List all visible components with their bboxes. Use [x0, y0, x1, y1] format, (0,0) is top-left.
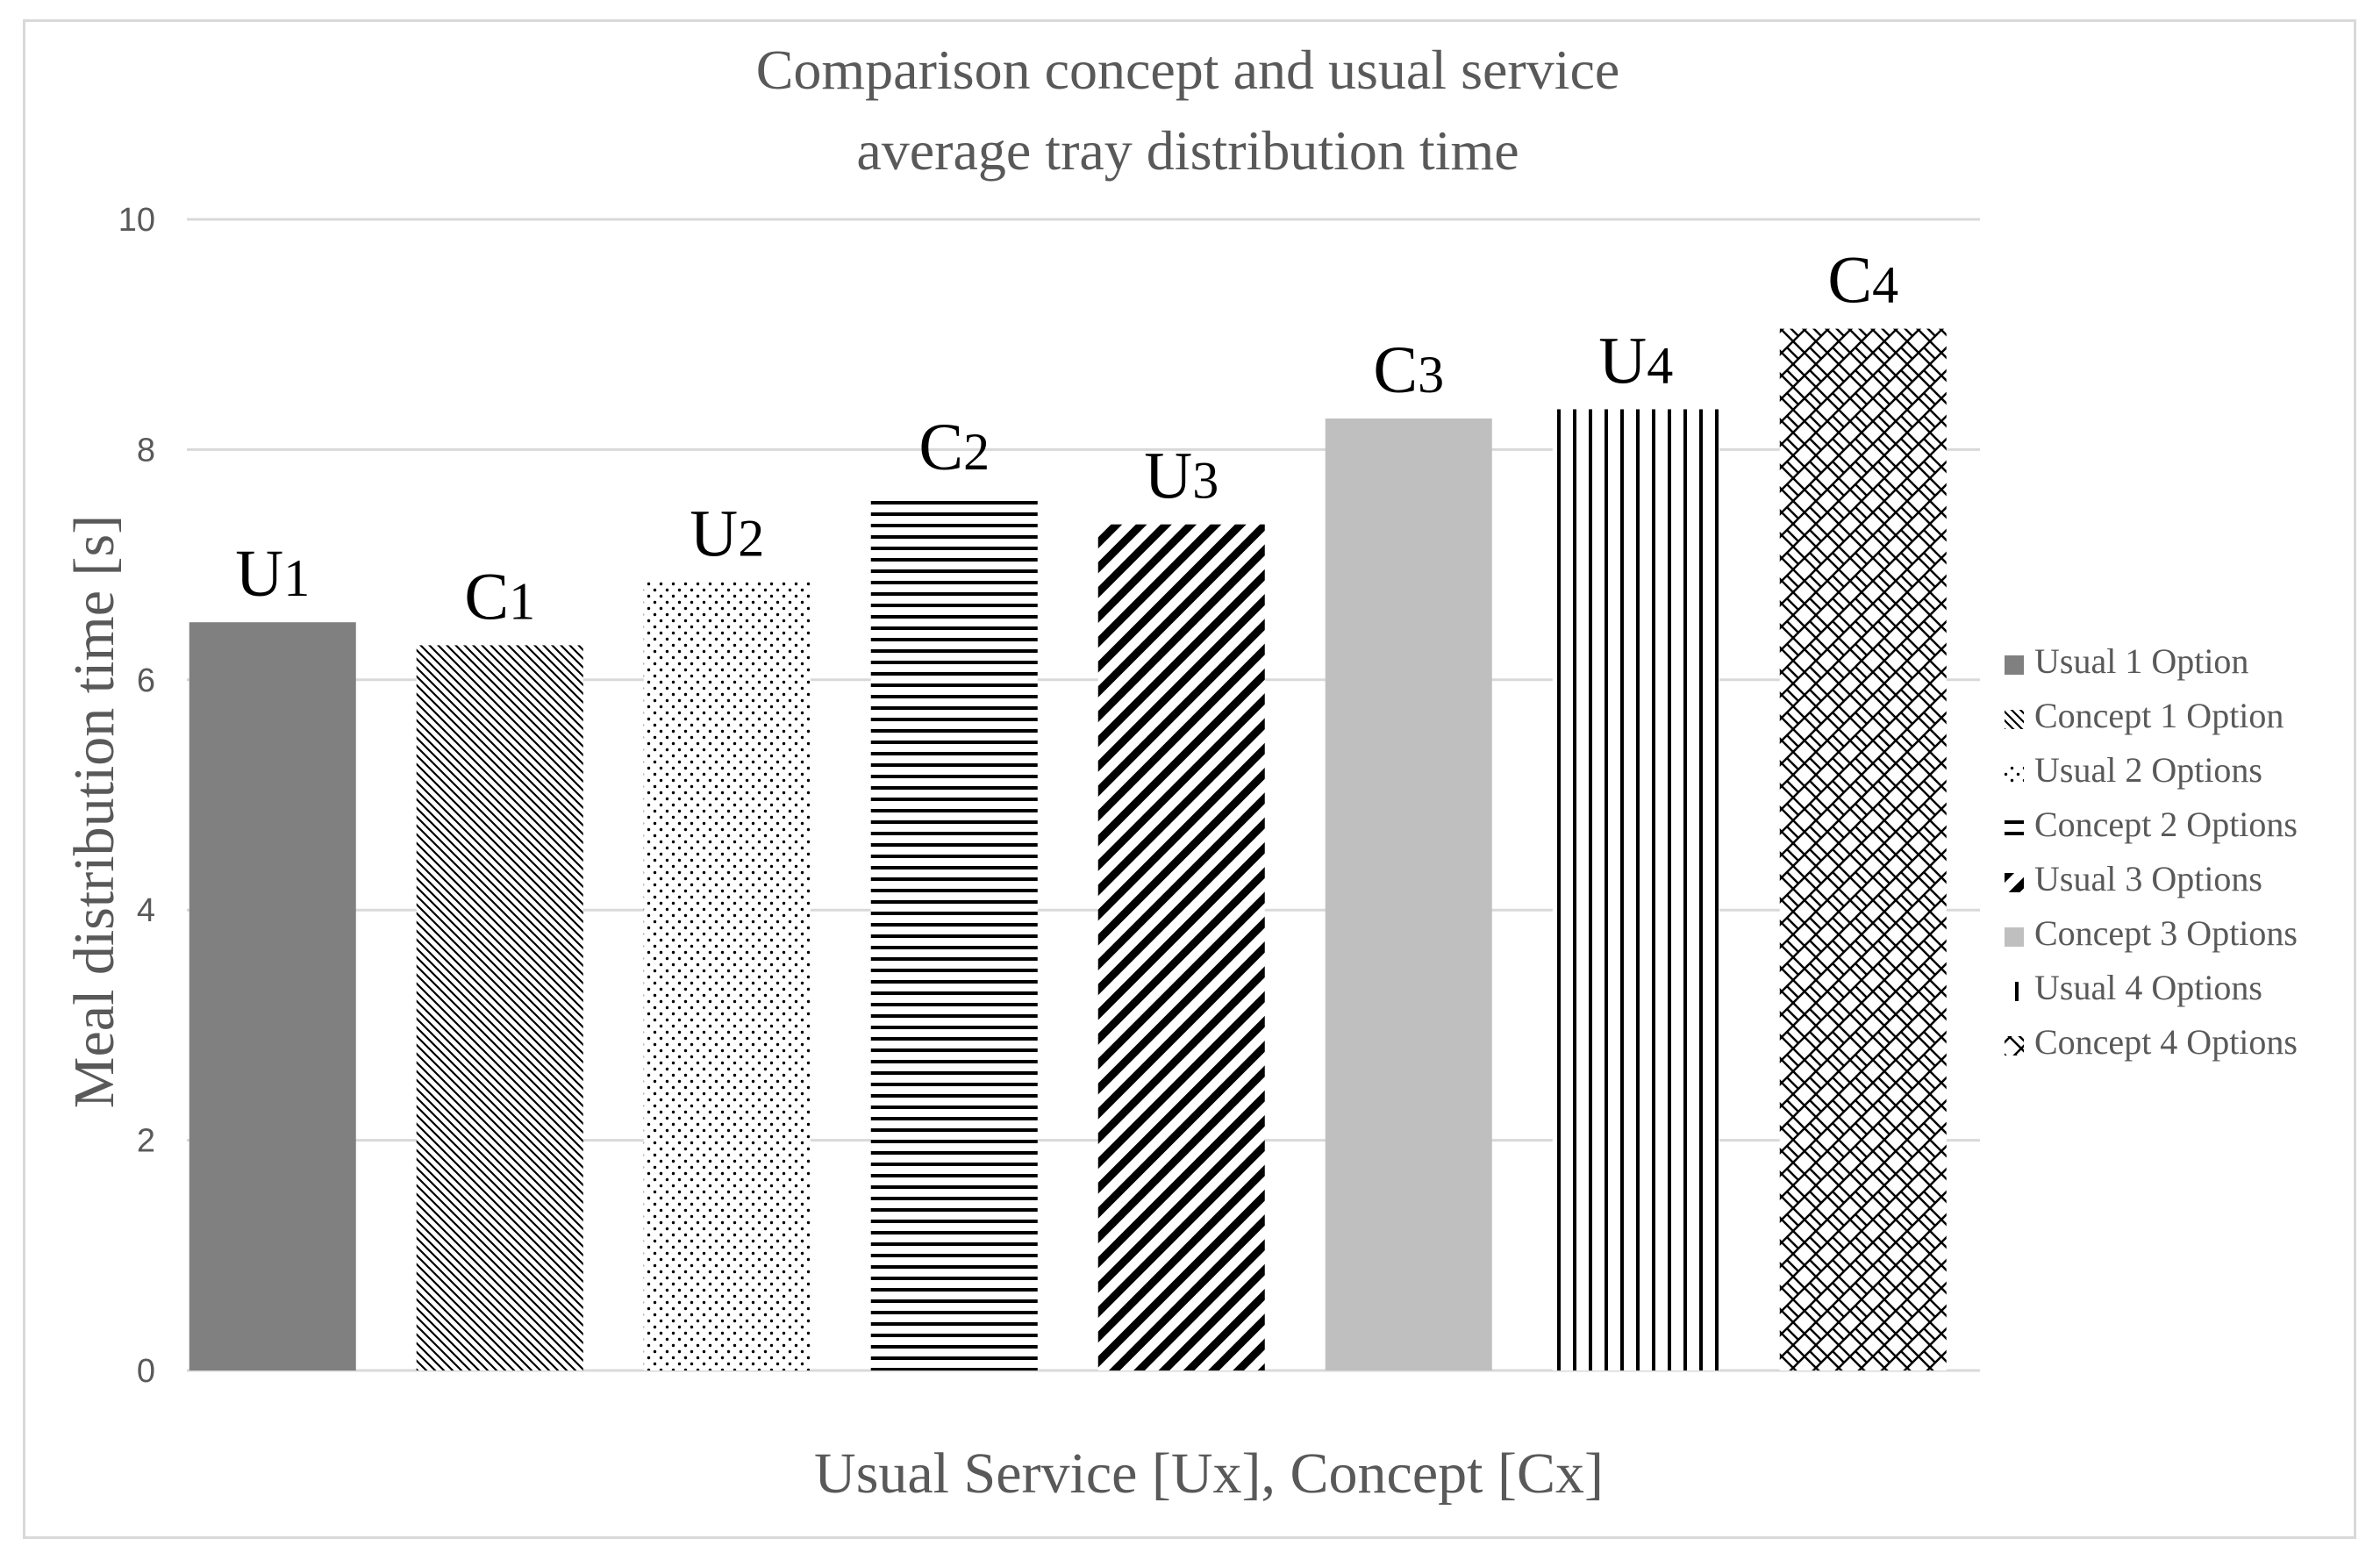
y-tick-label: 0	[137, 1353, 155, 1390]
y-tick-label: 8	[137, 432, 155, 469]
legend-swatch	[2005, 819, 2024, 838]
legend-item: Usual 2 Options	[2005, 750, 2262, 790]
y-tick-label: 6	[137, 662, 155, 699]
bar-c2	[870, 495, 1038, 1370]
bar-u4	[1552, 409, 1719, 1371]
legend-label: Usual 2 Options	[2034, 750, 2262, 790]
y-axis-title: Meal distribution time [s]	[62, 515, 126, 1108]
bar-c4	[1779, 328, 1947, 1370]
legend: Usual 1 Option Concept 1 Option Usual 2 Op…	[2005, 641, 2298, 1062]
chart-title: Comparison concept and usual service aver…	[756, 39, 1620, 182]
legend-item: Concept 4 Options	[2005, 1022, 2298, 1062]
legend-label: Concept 3 Options	[2034, 913, 2298, 953]
chart-frame: Comparison concept and usual service aver…	[23, 19, 2356, 1539]
legend-swatch	[2005, 764, 2024, 784]
legend-swatch	[2005, 1036, 2024, 1056]
legend-label: Usual 3 Options	[2034, 859, 2262, 898]
bar-c3	[1325, 418, 1492, 1370]
y-axis-ticks: 0 2 4 6 8 10	[118, 202, 155, 1390]
legend-label: Concept 4 Options	[2034, 1022, 2298, 1062]
bar-u2	[643, 582, 811, 1370]
bars	[189, 328, 1947, 1371]
bar-u3	[1097, 524, 1265, 1370]
legend-swatch	[2005, 655, 2024, 675]
y-tick-label: 2	[137, 1123, 155, 1160]
legend-swatch	[2005, 982, 2024, 1001]
bar-label: C4	[1827, 244, 1898, 318]
legend-label: Concept 1 Option	[2034, 696, 2284, 735]
legend-item: Concept 1 Option	[2005, 696, 2284, 735]
y-tick-label: 10	[118, 202, 155, 239]
legend-item: Concept 3 Options	[2005, 913, 2298, 953]
bar-labels: U1 C1 U2 C2 U3 C3 U4 C4	[235, 244, 1898, 634]
legend-swatch	[2005, 927, 2024, 947]
bar-label: C1	[464, 560, 535, 633]
legend-item: Usual 1 Option	[2005, 641, 2248, 681]
bar-label: C3	[1373, 333, 1444, 407]
legend-swatch	[2005, 873, 2024, 892]
bar-label: U4	[1598, 324, 1673, 397]
chart-title-line: Comparison concept and usual service	[756, 39, 1620, 101]
y-tick-label: 4	[137, 892, 155, 929]
legend-item: Concept 2 Options	[2005, 805, 2298, 844]
bar-label: C2	[918, 411, 990, 484]
bar-label: U1	[235, 537, 310, 611]
legend-item: Usual 4 Options	[2005, 968, 2262, 1007]
bar-chart: Comparison concept and usual service aver…	[62, 39, 2298, 1506]
legend-swatch	[2005, 710, 2024, 729]
legend-item: Usual 3 Options	[2005, 859, 2262, 898]
bar-u1	[189, 622, 356, 1370]
legend-label: Usual 1 Option	[2034, 641, 2248, 681]
bar-c1	[416, 645, 583, 1370]
legend-label: Concept 2 Options	[2034, 805, 2298, 844]
x-axis-title: Usual Service [Ux], Concept [Cx]	[814, 1442, 1604, 1506]
bar-label: U3	[1144, 440, 1219, 513]
bar-label: U2	[690, 497, 764, 570]
chart-title-line: average tray distribution time	[856, 119, 1519, 182]
legend-label: Usual 4 Options	[2034, 968, 2262, 1007]
